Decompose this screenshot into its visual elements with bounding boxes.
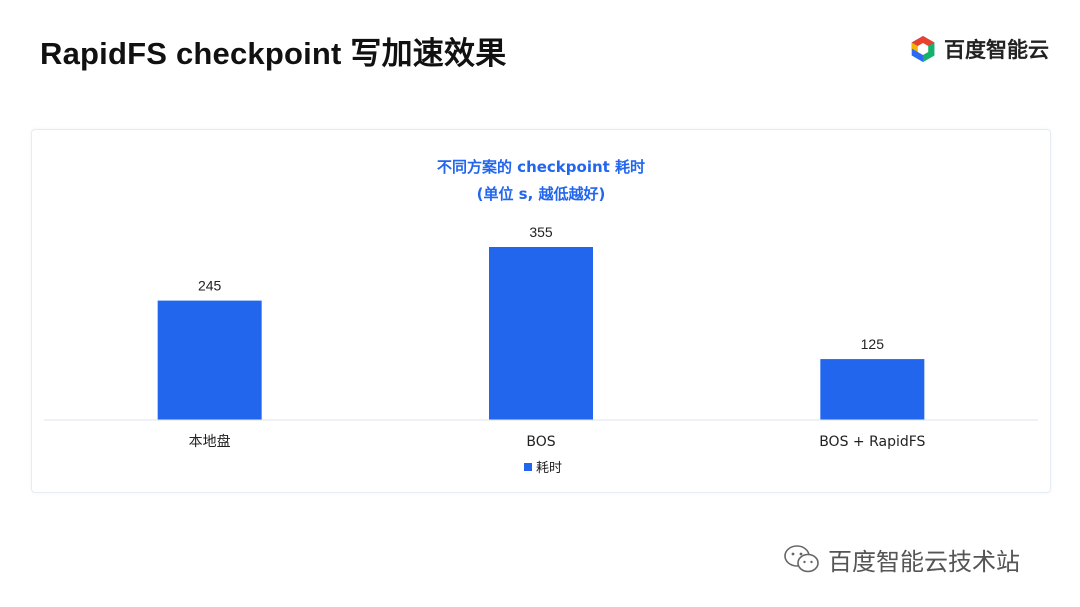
brand-logo: 百度智能云 (908, 34, 1049, 64)
slide-title: RapidFS checkpoint 写加速效果 (40, 36, 507, 71)
x-tick-label-1: 本地盘 (189, 433, 231, 450)
legend-label: 耗时 (536, 461, 562, 476)
bar-2 (489, 247, 593, 420)
x-tick-label-2: BOS (526, 434, 555, 450)
bar-chart: 不同方案的 checkpoint 耗时 (单位 s, 越低越好) 245 本地盘 3… (44, 158, 1038, 476)
data-label-2: 355 (529, 224, 553, 240)
data-label-1: 245 (198, 278, 222, 294)
brand-name: 百度智能云 (944, 38, 1049, 62)
legend-swatch (524, 463, 532, 471)
bar-1 (157, 300, 262, 420)
chart-title: 不同方案的 checkpoint 耗时 (437, 158, 645, 176)
data-label-3: 125 (861, 336, 885, 352)
watermark-text: 百度智能云技术站 (828, 548, 1020, 576)
bar-3 (820, 359, 925, 420)
x-tick-label-3: BOS + RapidFS (819, 434, 925, 450)
watermark: 百度智能云技术站 (782, 542, 1020, 577)
baidu-cloud-logo-icon (911, 36, 935, 62)
chart-subtitle: (单位 s, 越低越好) (477, 185, 606, 203)
chart-card: 不同方案的 checkpoint 耗时 (单位 s, 越低越好) 245 本地盘 3… (31, 129, 1051, 493)
wechat-icon (784, 544, 819, 572)
